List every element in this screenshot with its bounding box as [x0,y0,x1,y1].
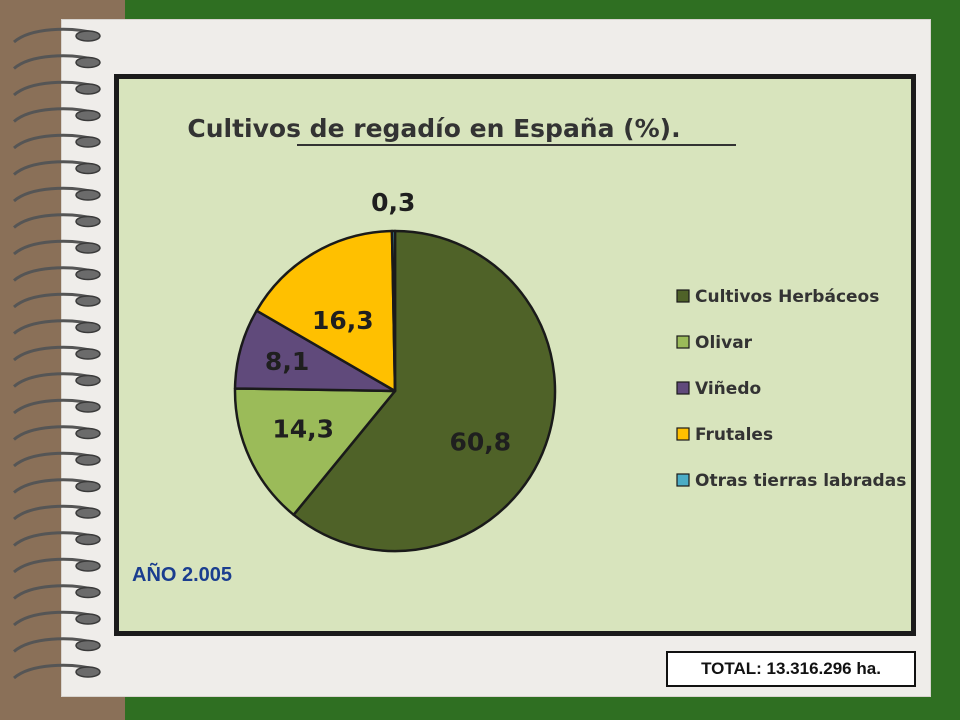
spiral-ring [13,504,101,521]
spiral-ring [13,345,101,362]
spiral-ring [13,610,101,627]
pie-data-label: 60,8 [450,428,512,457]
pie-data-label: 14,3 [272,415,334,444]
spiral-ring [13,266,101,282]
spiral-ring [13,319,101,335]
chart-slide: Cultivos de regadío en España (%). 60,8 1… [114,74,916,636]
spiral-ring [13,133,101,150]
legend-label: Viñedo [695,379,761,399]
spiral-ring [13,27,101,44]
legend-label: Cultivos Herbáceos [695,287,879,307]
pie-slices [233,229,557,553]
spiral-ring [13,80,101,97]
chart-title: Cultivos de regadío en España (%). [187,114,680,143]
spiral-ring [13,531,101,547]
pie-data-labels: 60,8 14,3 8,116,3 0,3 [265,188,511,456]
pie-slice [390,229,397,393]
legend-swatch [676,289,690,303]
spiral-ring [13,398,101,415]
legend-swatch [676,335,690,349]
legend-label: Otras tierras labradas [695,471,906,491]
pie-slice [255,229,397,393]
spiral-ring [13,584,101,600]
pie-data-label: 0,3 [371,188,415,217]
spiral-ring [13,663,101,680]
legend-swatch [676,473,690,487]
total-box: TOTAL: 13.316.296 ha. [666,651,916,687]
chart-legend: Cultivos Herbáceos Olivar Viñedo Frutales Ot… [676,287,906,491]
spiral-binding [13,27,101,680]
spiral-ring [13,186,101,203]
spiral-ring [13,557,101,574]
spiral-ring [13,54,101,70]
spiral-ring [13,107,101,123]
spiral-ring [13,637,101,653]
spiral-ring [13,478,101,494]
spiral-ring [13,292,101,309]
spiral-ring [13,160,101,176]
legend-swatch [676,381,690,395]
legend-swatch [676,427,690,441]
spiral-ring [13,451,101,468]
pie-slice [233,387,397,517]
legend-label: Frutales [695,425,773,445]
pie-data-label: 8,1 [265,347,309,376]
spiral-ring [13,372,101,388]
year-label: AÑO 2.005 [132,564,233,586]
pie-chart: Cultivos de regadío en España (%). 60,8 1… [187,114,906,553]
pie-slice [292,229,557,553]
legend-label: Olivar [695,333,753,353]
spiral-ring [13,425,101,441]
pie-data-label: 16,3 [312,306,374,335]
spiral-ring [13,239,101,256]
spiral-ring [13,213,101,229]
